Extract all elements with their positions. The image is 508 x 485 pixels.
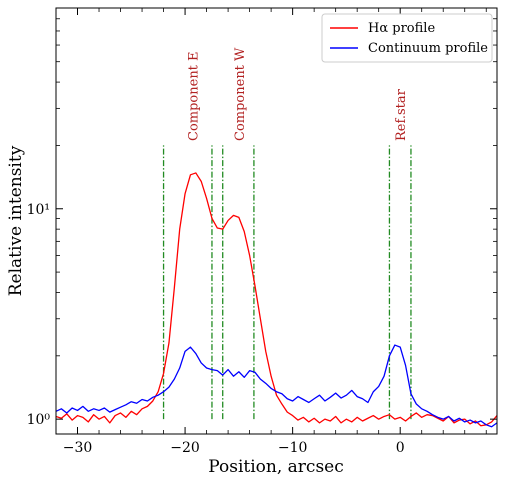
y-tick-label: 10⁰ <box>27 412 51 428</box>
vertical-markers <box>162 145 412 420</box>
legend-halpha-label: Hα profile <box>368 21 435 36</box>
x-tick-label: −30 <box>63 440 93 456</box>
series-line-halpha <box>56 172 497 427</box>
series-line-continuum <box>56 344 497 428</box>
tick-labels: −30 −20 −10 0 10⁰ 10¹ <box>27 202 405 456</box>
y-axis-label: Relative intensity <box>6 145 26 296</box>
legend-continuum-label: Continuum profile <box>368 41 488 56</box>
x-tick-label: −20 <box>170 440 200 456</box>
x-tick-label: 0 <box>396 440 405 456</box>
series-lines <box>56 172 497 428</box>
annotation-label-1: Component E <box>187 51 202 141</box>
legend: Hα profile Continuum profile <box>321 13 493 63</box>
annotation-label-3: Ref.star <box>394 88 409 141</box>
x-axis-label: Position, arcsec <box>208 457 344 477</box>
plot-frame <box>55 7 498 435</box>
y-tick-label: 10¹ <box>27 202 50 218</box>
legend-box <box>321 13 493 63</box>
annotations: Component E Component W Ref.star <box>187 47 410 141</box>
annotation-label-2: Component W <box>233 47 248 141</box>
x-tick-label: −10 <box>278 440 308 456</box>
axis-ticks <box>55 7 497 434</box>
